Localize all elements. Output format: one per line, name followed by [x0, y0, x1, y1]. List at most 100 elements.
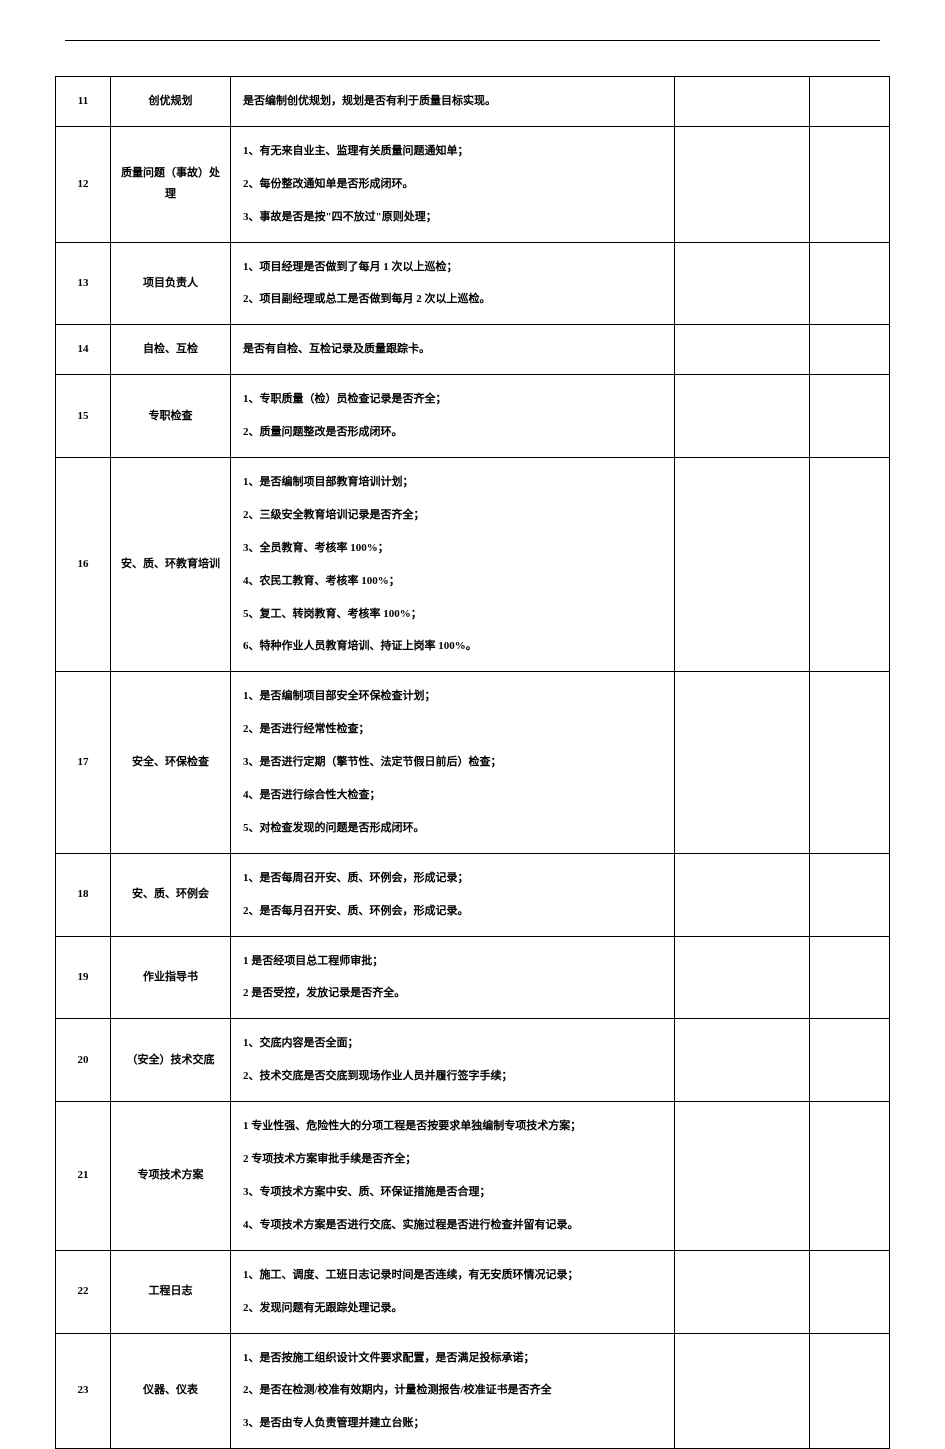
content-line: 1、是否每周召开安、质、环例会，形成记录； — [243, 862, 668, 895]
content-line: 3、全员教育、考核率 100%； — [243, 532, 668, 565]
empty-cell — [675, 458, 810, 672]
row-content: 1 是否经项目总工程师审批；2 是否受控，发放记录是否齐全。 — [231, 936, 675, 1019]
content-line: 3、是否进行定期（擎节性、法定节假日前后）检查； — [243, 746, 668, 779]
empty-cell — [810, 458, 890, 672]
content-line: 2、是否在检测/校准有效期内，计量检测报告/校准证书是否齐全 — [243, 1374, 668, 1407]
row-content: 1、是否编制项目部安全环保检查计划；2、是否进行经常性检查；3、是否进行定期（擎… — [231, 672, 675, 853]
content-line: 是否编制创优规划，规划是否有利于质量目标实现。 — [243, 85, 668, 118]
content-line: 2、技术交底是否交底到现场作业人员并履行签字手续； — [243, 1060, 668, 1093]
table-row: 23仪器、仪表1、是否按施工组织设计文件要求配置，是否满足投标承诺；2、是否在检… — [56, 1333, 890, 1449]
content-line: 2、每份整改通知单是否形成闭环。 — [243, 168, 668, 201]
content-line: 5、对检查发现的问题是否形成闭环。 — [243, 812, 668, 845]
content-line: 1、有无来自业主、监理有关质量问题通知单； — [243, 135, 668, 168]
content-line: 是否有自检、互检记录及质量跟踪卡。 — [243, 333, 668, 366]
table-row: 13项目负责人 1、项目经理是否做到了每月 1 次以上巡检；2、项目副经理或总工是… — [56, 242, 890, 325]
content-line: 2 专项技术方案审批手续是否齐全； — [243, 1143, 668, 1176]
row-title: 安全、环保检查 — [111, 672, 231, 853]
table-row: 12质量问题（事故）处理1、有无来自业主、监理有关质量问题通知单；2、每份整改通… — [56, 126, 890, 242]
row-title: 安、质、环教育培训 — [111, 458, 231, 672]
content-line: 1、交底内容是否全面； — [243, 1027, 668, 1060]
row-title: 质量问题（事故）处理 — [111, 126, 231, 242]
empty-cell — [675, 325, 810, 375]
row-number: 13 — [56, 242, 111, 325]
row-title: 自检、互检 — [111, 325, 231, 375]
row-number: 17 — [56, 672, 111, 853]
table-row: 16安、质、环教育培训1、是否编制项目部教育培训计划；2、三级安全教育培训记录是… — [56, 458, 890, 672]
row-content: 1 专业性强、危险性大的分项工程是否按要求单独编制专项技术方案；2 专项技术方案… — [231, 1102, 675, 1251]
empty-cell — [675, 1019, 810, 1102]
empty-cell — [810, 853, 890, 936]
table-row: 11创优规划是否编制创优规划，规划是否有利于质量目标实现。 — [56, 77, 890, 127]
content-line: 1、是否按施工组织设计文件要求配置，是否满足投标承诺； — [243, 1342, 668, 1375]
content-line: 2、三级安全教育培训记录是否齐全； — [243, 499, 668, 532]
content-line: 1、项目经理是否做到了每月 1 次以上巡检； — [243, 251, 668, 284]
table-row: 17安全、环保检查1、是否编制项目部安全环保检查计划；2、是否进行经常性检查；3… — [56, 672, 890, 853]
table-row: 18安、质、环例会1、是否每周召开安、质、环例会，形成记录；2、是否每月召开安、… — [56, 853, 890, 936]
empty-cell — [810, 1019, 890, 1102]
empty-cell — [675, 77, 810, 127]
row-number: 14 — [56, 325, 111, 375]
empty-cell — [810, 1250, 890, 1333]
row-content: 1、有无来自业主、监理有关质量问题通知单；2、每份整改通知单是否形成闭环。3、事… — [231, 126, 675, 242]
row-number: 15 — [56, 375, 111, 458]
row-content: 1、是否每周召开安、质、环例会，形成记录；2、是否每月召开安、质、环例会，形成记… — [231, 853, 675, 936]
row-number: 12 — [56, 126, 111, 242]
row-title: 专职检查 — [111, 375, 231, 458]
content-line: 3、是否由专人负责管理并建立台账； — [243, 1407, 668, 1440]
content-line: 1、是否编制项目部安全环保检查计划； — [243, 680, 668, 713]
content-line: 4、专项技术方案是否进行交底、实施过程是否进行检查并留有记录。 — [243, 1209, 668, 1242]
row-title: 创优规划 — [111, 77, 231, 127]
row-number: 22 — [56, 1250, 111, 1333]
content-line: 2、是否每月召开安、质、环例会，形成记录。 — [243, 895, 668, 928]
row-content: 1、是否编制项目部教育培训计划；2、三级安全教育培训记录是否齐全；3、全员教育、… — [231, 458, 675, 672]
table-row: 15专职检查1、专职质量（检）员检查记录是否齐全；2、质量问题整改是否形成闭环。 — [56, 375, 890, 458]
table-row: 21专项技术方案1 专业性强、危险性大的分项工程是否按要求单独编制专项技术方案；… — [56, 1102, 890, 1251]
inspection-table: 11创优规划是否编制创优规划，规划是否有利于质量目标实现。12质量问题（事故）处… — [55, 76, 890, 1449]
row-number: 18 — [56, 853, 111, 936]
content-line: 2 是否受控，发放记录是否齐全。 — [243, 977, 668, 1010]
empty-cell — [675, 853, 810, 936]
row-number: 16 — [56, 458, 111, 672]
row-content: 1、是否按施工组织设计文件要求配置，是否满足投标承诺；2、是否在检测/校准有效期… — [231, 1333, 675, 1449]
empty-cell — [810, 936, 890, 1019]
content-line: 2、项目副经理或总工是否做到每月 2 次以上巡检。 — [243, 283, 668, 316]
row-title: 项目负责人 — [111, 242, 231, 325]
empty-cell — [675, 126, 810, 242]
empty-cell — [675, 375, 810, 458]
row-content: 1、专职质量（检）员检查记录是否齐全；2、质量问题整改是否形成闭环。 — [231, 375, 675, 458]
row-number: 20 — [56, 1019, 111, 1102]
empty-cell — [675, 1102, 810, 1251]
empty-cell — [675, 1333, 810, 1449]
table-row: 14自检、互检是否有自检、互检记录及质量跟踪卡。 — [56, 325, 890, 375]
content-line: 3、事故是否是按"四不放过"原则处理； — [243, 201, 668, 234]
empty-cell — [810, 1333, 890, 1449]
empty-cell — [675, 242, 810, 325]
row-content: 是否有自检、互检记录及质量跟踪卡。 — [231, 325, 675, 375]
empty-cell — [810, 672, 890, 853]
empty-cell — [675, 672, 810, 853]
content-line: 2、质量问题整改是否形成闭环。 — [243, 416, 668, 449]
content-line: 1 是否经项目总工程师审批； — [243, 945, 668, 978]
table-row: 20（安全）技术交底1、交底内容是否全面；2、技术交底是否交底到现场作业人员并履… — [56, 1019, 890, 1102]
empty-cell — [810, 242, 890, 325]
content-line: 1、施工、调度、工班日志记录时间是否连续，有无安质环情况记录； — [243, 1259, 668, 1292]
content-line: 2、发现问题有无跟踪处理记录。 — [243, 1292, 668, 1325]
content-line: 1、专职质量（检）员检查记录是否齐全； — [243, 383, 668, 416]
empty-cell — [810, 126, 890, 242]
table-row: 22工程日志1、施工、调度、工班日志记录时间是否连续，有无安质环情况记录；2、发… — [56, 1250, 890, 1333]
empty-cell — [675, 936, 810, 1019]
content-line: 1 专业性强、危险性大的分项工程是否按要求单独编制专项技术方案； — [243, 1110, 668, 1143]
content-line: 5、复工、转岗教育、考核率 100%； — [243, 598, 668, 631]
row-title: 工程日志 — [111, 1250, 231, 1333]
row-content: 1、施工、调度、工班日志记录时间是否连续，有无安质环情况记录；2、发现问题有无跟… — [231, 1250, 675, 1333]
content-line: 2、是否进行经常性检查； — [243, 713, 668, 746]
table-row: 19作业指导书1 是否经项目总工程师审批；2 是否受控，发放记录是否齐全。 — [56, 936, 890, 1019]
row-number: 11 — [56, 77, 111, 127]
empty-cell — [810, 77, 890, 127]
row-number: 19 — [56, 936, 111, 1019]
row-title: 专项技术方案 — [111, 1102, 231, 1251]
content-line: 1、是否编制项目部教育培训计划； — [243, 466, 668, 499]
content-line: 6、特种作业人员教育培训、持证上岗率 100%。 — [243, 630, 668, 663]
row-number: 21 — [56, 1102, 111, 1251]
empty-cell — [810, 1102, 890, 1251]
